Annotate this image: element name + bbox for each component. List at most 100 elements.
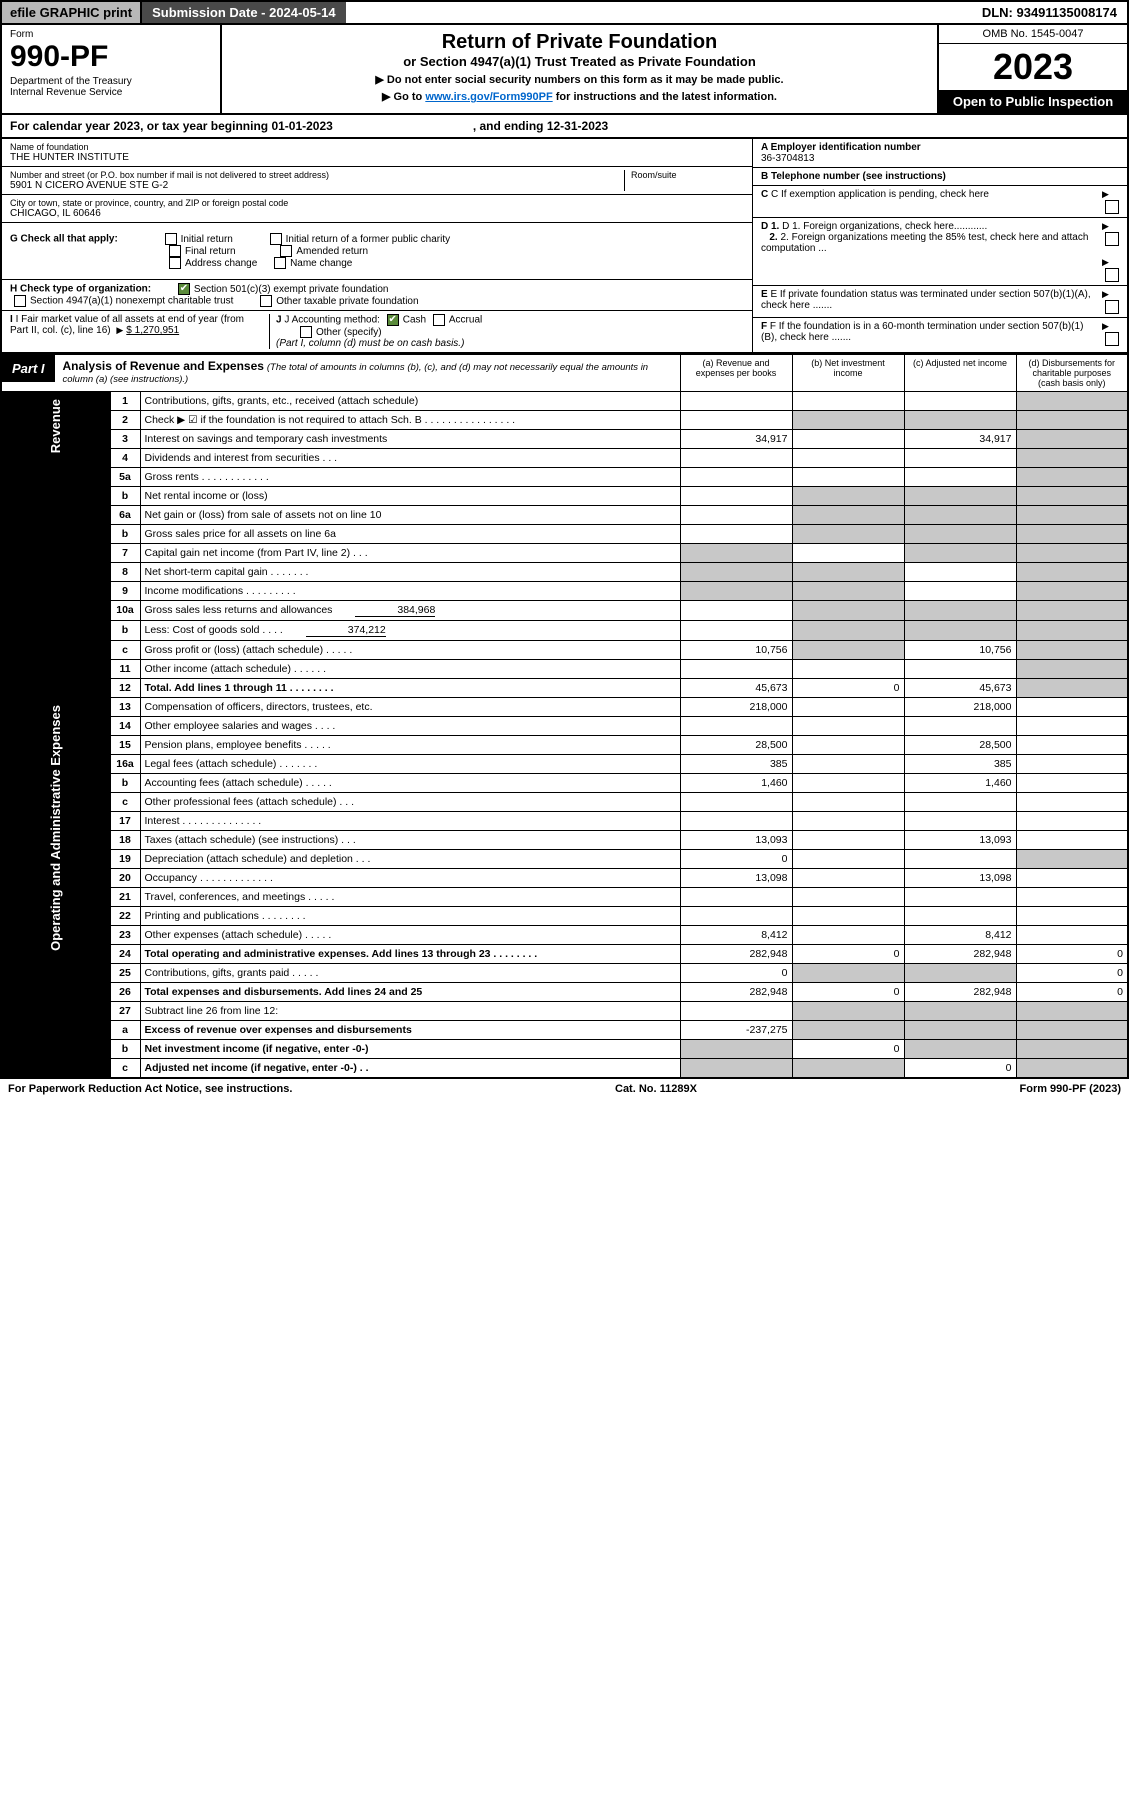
c-cell: C C If exemption application is pending,…: [753, 186, 1127, 218]
col-b-value: [792, 774, 904, 793]
line-label: Total. Add lines 1 through 11 . . . . . …: [140, 679, 680, 698]
col-b-value: [792, 831, 904, 850]
table-row: Revenue1Contributions, gifts, grants, et…: [1, 392, 1128, 411]
col-a-value: 282,948: [680, 983, 792, 1002]
cash-checkbox[interactable]: [387, 314, 399, 326]
line-label: Net investment income (if negative, ente…: [140, 1040, 680, 1059]
col-d-value: [1016, 506, 1128, 525]
col-b-value: [792, 660, 904, 679]
accrual-checkbox[interactable]: [433, 314, 445, 326]
col-a-value: 218,000: [680, 698, 792, 717]
col-d-value: [1016, 487, 1128, 506]
line-number: 16a: [110, 755, 140, 774]
col-a-value: [680, 544, 792, 563]
col-b-value: [792, 449, 904, 468]
irs-link[interactable]: www.irs.gov/Form990PF: [425, 91, 552, 103]
col-c-value: 0: [904, 1059, 1016, 1079]
footer-right: Form 990-PF (2023): [1020, 1083, 1121, 1095]
amended-checkbox[interactable]: [280, 245, 292, 257]
col-d-value: [1016, 717, 1128, 736]
col-d-value: 0: [1016, 983, 1128, 1002]
line-number: 21: [110, 888, 140, 907]
line-number: 23: [110, 926, 140, 945]
col-d-value: [1016, 449, 1128, 468]
g-row: G Check all that apply: Initial return I…: [2, 223, 752, 280]
initial-return-checkbox[interactable]: [165, 233, 177, 245]
line-number: 4: [110, 449, 140, 468]
col-c-value: [904, 621, 1016, 641]
col-c-value: [904, 525, 1016, 544]
col-d-value: [1016, 430, 1128, 449]
col-c-value: [904, 850, 1016, 869]
line-label: Other professional fees (attach schedule…: [140, 793, 680, 812]
col-a-value: [680, 411, 792, 430]
col-c-value: [904, 1021, 1016, 1040]
line-number: 27: [110, 1002, 140, 1021]
col-c-value: [904, 907, 1016, 926]
col-a-value: 10,756: [680, 641, 792, 660]
dln: DLN: 93491135008174: [972, 2, 1127, 23]
table-row: 18Taxes (attach schedule) (see instructi…: [1, 831, 1128, 850]
line-label: Total expenses and disbursements. Add li…: [140, 983, 680, 1002]
e-checkbox[interactable]: [1105, 300, 1119, 314]
initial-public-checkbox[interactable]: [270, 233, 282, 245]
col-a-value: [680, 812, 792, 831]
col-b-value: [792, 468, 904, 487]
table-row: 27Subtract line 26 from line 12:: [1, 1002, 1128, 1021]
revenue-side-label: Revenue: [46, 395, 65, 457]
col-a-value: [680, 793, 792, 812]
name-change-checkbox[interactable]: [274, 257, 286, 269]
line-number: 17: [110, 812, 140, 831]
line-number: b: [110, 774, 140, 793]
col-d-value: [1016, 411, 1128, 430]
line-number: 1: [110, 392, 140, 411]
final-return-checkbox[interactable]: [169, 245, 181, 257]
col-c-value: [904, 1002, 1016, 1021]
line-label: Dividends and interest from securities .…: [140, 449, 680, 468]
col-b-value: [792, 506, 904, 525]
table-row: 5aGross rents . . . . . . . . . . . .: [1, 468, 1128, 487]
c-checkbox[interactable]: [1105, 200, 1119, 214]
line-number: 18: [110, 831, 140, 850]
col-d-value: [1016, 392, 1128, 411]
col-b-value: [792, 698, 904, 717]
line-label: Capital gain net income (from Part IV, l…: [140, 544, 680, 563]
d2-checkbox[interactable]: [1105, 268, 1119, 282]
address-change-checkbox[interactable]: [169, 257, 181, 269]
other-taxable-checkbox[interactable]: [260, 295, 272, 307]
line-label: Gross rents . . . . . . . . . . . .: [140, 468, 680, 487]
table-row: 2Check ▶ ☑ if the foundation is not requ…: [1, 411, 1128, 430]
line-label: Interest on savings and temporary cash i…: [140, 430, 680, 449]
line-label: Legal fees (attach schedule) . . . . . .…: [140, 755, 680, 774]
table-row: 9Income modifications . . . . . . . . .: [1, 582, 1128, 601]
col-a-value: [680, 601, 792, 621]
line-number: b: [110, 621, 140, 641]
table-row: 8Net short-term capital gain . . . . . .…: [1, 563, 1128, 582]
col-d-value: [1016, 641, 1128, 660]
col-b-value: [792, 392, 904, 411]
col-b-value: [792, 888, 904, 907]
table-row: 12Total. Add lines 1 through 11 . . . . …: [1, 679, 1128, 698]
tel-cell: B Telephone number (see instructions): [753, 168, 1127, 186]
other-method-checkbox[interactable]: [300, 326, 312, 338]
col-d-value: 0: [1016, 945, 1128, 964]
footer-mid: Cat. No. 11289X: [615, 1083, 697, 1095]
4947-checkbox[interactable]: [14, 295, 26, 307]
line-label: Gross profit or (loss) (attach schedule)…: [140, 641, 680, 660]
expenses-side-label: Operating and Administrative Expenses: [46, 701, 65, 955]
line-label: Other employee salaries and wages . . . …: [140, 717, 680, 736]
col-a-value: [680, 1002, 792, 1021]
d1-checkbox[interactable]: [1105, 232, 1119, 246]
col-a-value: [680, 888, 792, 907]
part1-table: Part I Analysis of Revenue and Expenses …: [0, 354, 1129, 1079]
501c3-checkbox[interactable]: [178, 283, 190, 295]
f-checkbox[interactable]: [1105, 332, 1119, 346]
col-c-value: [904, 487, 1016, 506]
foundation-info: Name of foundation THE HUNTER INSTITUTE …: [0, 139, 1129, 354]
efile-print-btn[interactable]: efile GRAPHIC print: [2, 2, 142, 23]
col-d-value: [1016, 621, 1128, 641]
line-number: 3: [110, 430, 140, 449]
f-cell: F F If the foundation is in a 60-month t…: [753, 318, 1127, 349]
line-label: Occupancy . . . . . . . . . . . . .: [140, 869, 680, 888]
col-d-value: 0: [1016, 964, 1128, 983]
